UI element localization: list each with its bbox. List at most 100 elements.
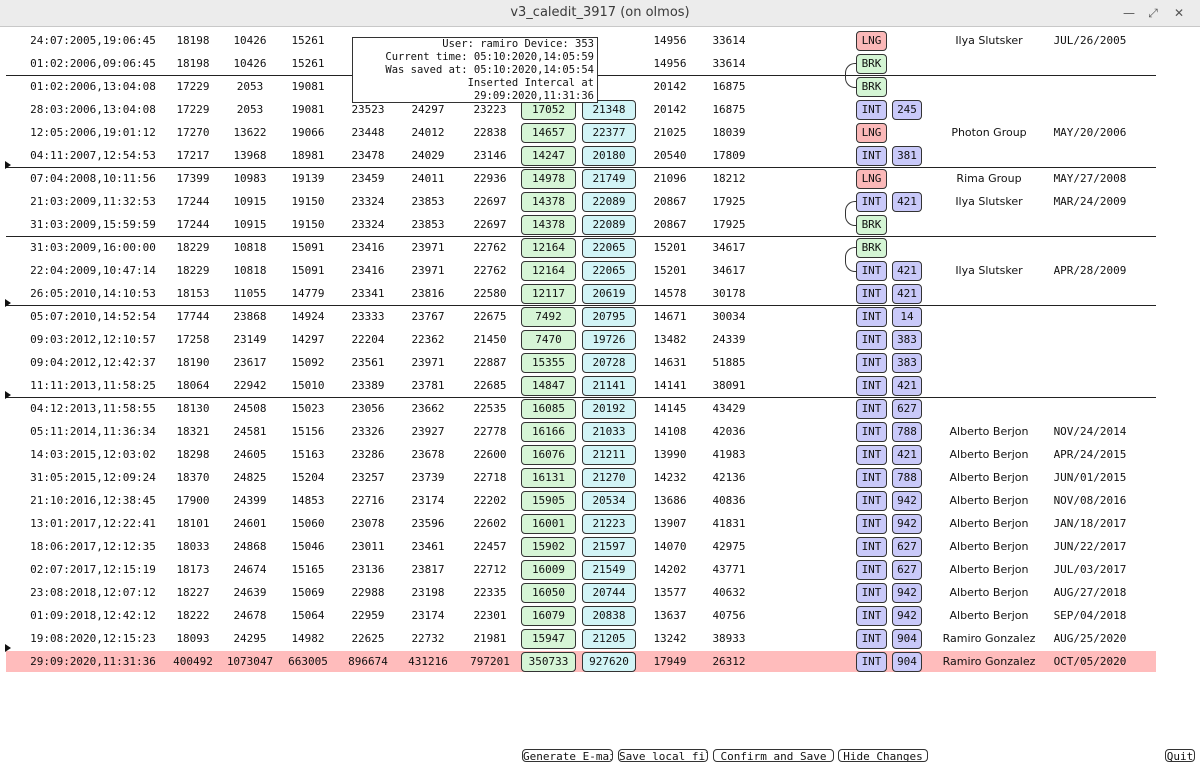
table-row[interactable]: 09:04:2012,12:42:37 18190 23617 15092 23561 2… bbox=[0, 352, 1200, 375]
table-row[interactable]: 24:07:2005,19:06:45 18198 10426 15261 14956 3… bbox=[0, 30, 1200, 53]
number-tag[interactable]: 904 bbox=[892, 629, 922, 649]
table-row[interactable]: 14:03:2015,12:03:02 18298 24605 15163 23286 2… bbox=[0, 444, 1200, 467]
table-row[interactable]: 01:02:2006,13:04:08 17229 2053 19081 20142 16… bbox=[0, 76, 1200, 99]
value-box-cyan[interactable]: 22089 bbox=[582, 215, 636, 235]
type-tag[interactable]: LNG bbox=[856, 169, 887, 189]
value-box-cyan[interactable]: 20534 bbox=[582, 491, 636, 511]
number-tag[interactable]: 942 bbox=[892, 583, 922, 603]
number-tag[interactable]: 942 bbox=[892, 491, 922, 511]
value-box-green[interactable]: 14378 bbox=[521, 192, 576, 212]
table-row[interactable]: 04:12:2013,11:58:55 18130 24508 15023 23056 2… bbox=[0, 398, 1200, 421]
table-row-selected[interactable]: 29:09:2020,11:31:36 400492 1073047 663005 89… bbox=[0, 651, 1200, 674]
table-row[interactable]: 02:07:2017,12:15:19 18173 24674 15165 23136 2… bbox=[0, 559, 1200, 582]
number-tag[interactable]: 421 bbox=[892, 192, 922, 212]
value-box-green[interactable]: 15947 bbox=[521, 629, 576, 649]
value-box-green[interactable]: 16079 bbox=[521, 606, 576, 626]
type-tag[interactable]: INT bbox=[856, 468, 887, 488]
value-box-cyan[interactable]: 927620 bbox=[582, 652, 636, 672]
value-box-green[interactable]: 16131 bbox=[521, 468, 576, 488]
type-tag[interactable]: INT bbox=[856, 583, 887, 603]
type-tag[interactable]: INT bbox=[856, 146, 887, 166]
number-tag[interactable]: 627 bbox=[892, 399, 922, 419]
table-row[interactable]: 12:05:2006,19:01:12 17270 13622 19066 23448 2… bbox=[0, 122, 1200, 145]
value-box-cyan[interactable]: 22377 bbox=[582, 123, 636, 143]
type-tag[interactable]: INT bbox=[856, 422, 887, 442]
value-box-green[interactable]: 16085 bbox=[521, 399, 576, 419]
number-tag[interactable]: 942 bbox=[892, 606, 922, 626]
type-tag[interactable]: INT bbox=[856, 537, 887, 557]
value-box-green[interactable]: 7492 bbox=[521, 307, 576, 327]
type-tag[interactable]: LNG bbox=[856, 31, 887, 51]
type-tag[interactable]: INT bbox=[856, 284, 887, 304]
type-tag[interactable]: INT bbox=[856, 399, 887, 419]
value-box-green[interactable]: 15905 bbox=[521, 491, 576, 511]
table-row[interactable]: 09:03:2012,12:10:57 17258 23149 14297 22204 2… bbox=[0, 329, 1200, 352]
number-tag[interactable]: 788 bbox=[892, 422, 922, 442]
type-tag[interactable]: INT bbox=[856, 261, 887, 281]
value-box-cyan[interactable]: 20744 bbox=[582, 583, 636, 603]
type-tag[interactable]: INT bbox=[856, 652, 887, 672]
table-row[interactable]: 28:03:2006,13:04:08 17229 2053 19081 23523 24… bbox=[0, 99, 1200, 122]
number-tag[interactable]: 245 bbox=[892, 100, 922, 120]
value-box-green[interactable]: 16050 bbox=[521, 583, 576, 603]
table-row[interactable]: 19:08:2020,12:15:23 18093 24295 14982 22625 2… bbox=[0, 628, 1200, 651]
value-box-cyan[interactable]: 21749 bbox=[582, 169, 636, 189]
generate-email-button[interactable]: Generate E-mail bbox=[522, 749, 613, 762]
number-tag[interactable]: 14 bbox=[892, 307, 922, 327]
type-tag[interactable]: INT bbox=[856, 353, 887, 373]
number-tag[interactable]: 381 bbox=[892, 146, 922, 166]
type-tag[interactable]: INT bbox=[856, 307, 887, 327]
number-tag[interactable]: 627 bbox=[892, 537, 922, 557]
value-box-green[interactable]: 16009 bbox=[521, 560, 576, 580]
value-box-green[interactable]: 12117 bbox=[521, 284, 576, 304]
type-tag[interactable]: BRK bbox=[856, 77, 887, 97]
value-box-green[interactable]: 14978 bbox=[521, 169, 576, 189]
value-box-green[interactable]: 14847 bbox=[521, 376, 576, 396]
table-row[interactable]: 05:11:2014,11:36:34 18321 24581 15156 23326 2… bbox=[0, 421, 1200, 444]
table-row[interactable]: 23:08:2018,12:07:12 18227 24639 15069 22988 2… bbox=[0, 582, 1200, 605]
value-box-green[interactable]: 14247 bbox=[521, 146, 576, 166]
table-row[interactable]: 07:04:2008,10:11:56 17399 10983 19139 23459 2… bbox=[0, 168, 1200, 191]
type-tag[interactable]: BRK bbox=[856, 238, 887, 258]
number-tag[interactable]: 421 bbox=[892, 261, 922, 281]
number-tag[interactable]: 904 bbox=[892, 652, 922, 672]
value-box-cyan[interactable]: 20180 bbox=[582, 146, 636, 166]
value-box-cyan[interactable]: 22089 bbox=[582, 192, 636, 212]
table-row[interactable]: 26:05:2010,14:10:53 18153 11055 14779 23341 2… bbox=[0, 283, 1200, 306]
value-box-green[interactable]: 15902 bbox=[521, 537, 576, 557]
close-icon[interactable]: ✕ bbox=[1173, 6, 1185, 20]
value-box-cyan[interactable]: 20838 bbox=[582, 606, 636, 626]
table-row[interactable]: 31:03:2009,16:00:00 18229 10818 15091 23416 2… bbox=[0, 237, 1200, 260]
table-row[interactable]: 01:02:2006,09:06:45 18198 10426 15261 14956 3… bbox=[0, 53, 1200, 76]
table-row[interactable]: 01:09:2018,12:42:12 18222 24678 15064 22959 2… bbox=[0, 605, 1200, 628]
table-row[interactable]: 11:11:2013,11:58:25 18064 22942 15010 23389 2… bbox=[0, 375, 1200, 398]
type-tag[interactable]: INT bbox=[856, 376, 887, 396]
value-box-green[interactable]: 12164 bbox=[521, 261, 576, 281]
type-tag[interactable]: INT bbox=[856, 100, 887, 120]
number-tag[interactable]: 421 bbox=[892, 376, 922, 396]
table-row[interactable]: 04:11:2007,12:54:53 17217 13968 18981 23478 2… bbox=[0, 145, 1200, 168]
type-tag[interactable]: BRK bbox=[856, 54, 887, 74]
type-tag[interactable]: INT bbox=[856, 606, 887, 626]
table-row[interactable]: 05:07:2010,14:52:54 17744 23868 14924 23333 2… bbox=[0, 306, 1200, 329]
value-box-green[interactable]: 16001 bbox=[521, 514, 576, 534]
table-row[interactable]: 21:10:2016,12:38:45 17900 24399 14853 22716 2… bbox=[0, 490, 1200, 513]
value-box-cyan[interactable]: 21033 bbox=[582, 422, 636, 442]
value-box-cyan[interactable]: 21211 bbox=[582, 445, 636, 465]
save-local-file-button[interactable]: Save local file bbox=[618, 749, 708, 762]
number-tag[interactable]: 421 bbox=[892, 284, 922, 304]
quit-button[interactable]: Quit bbox=[1165, 749, 1195, 762]
number-tag[interactable]: 421 bbox=[892, 445, 922, 465]
value-box-cyan[interactable]: 21141 bbox=[582, 376, 636, 396]
type-tag[interactable]: INT bbox=[856, 514, 887, 534]
hide-changes-button[interactable]: Hide Changes bbox=[838, 749, 928, 762]
table-row[interactable]: 31:03:2009,15:59:59 17244 10915 19150 23324 2… bbox=[0, 214, 1200, 237]
number-tag[interactable]: 942 bbox=[892, 514, 922, 534]
value-box-cyan[interactable]: 20728 bbox=[582, 353, 636, 373]
type-tag[interactable]: INT bbox=[856, 445, 887, 465]
value-box-cyan[interactable]: 22065 bbox=[582, 261, 636, 281]
number-tag[interactable]: 383 bbox=[892, 353, 922, 373]
value-box-green[interactable]: 17052 bbox=[521, 100, 576, 120]
minimize-icon[interactable]: — bbox=[1123, 6, 1135, 20]
value-box-cyan[interactable]: 21597 bbox=[582, 537, 636, 557]
